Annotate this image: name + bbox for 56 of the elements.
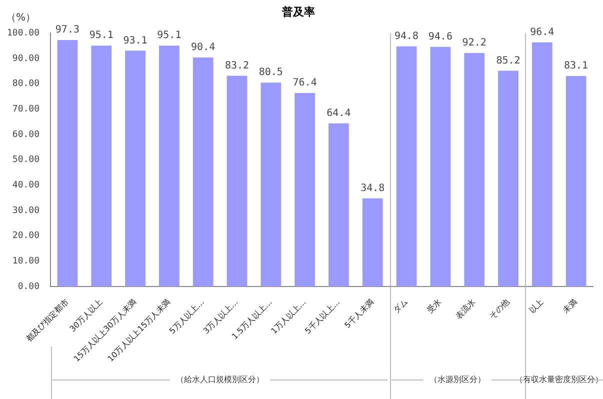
bar: [226, 76, 248, 287]
x-tick-label: 都及び指定都市: [24, 297, 70, 344]
y-tick-label: 20.00: [12, 231, 40, 242]
data-label: 97.3: [55, 24, 80, 36]
bar: [566, 76, 586, 287]
y-tick-label: 90.00: [12, 54, 40, 64]
bar: [464, 52, 484, 287]
text: （給水人口規模別区分）: [176, 375, 264, 384]
data-label: 34.8: [360, 182, 385, 194]
data-label: 96.4: [530, 26, 554, 38]
data-label: 83.1: [564, 60, 588, 72]
data-label: 85.2: [496, 55, 520, 66]
x-tick-label: その他: [488, 297, 512, 321]
data-label: 83.2: [224, 60, 250, 72]
y-tick-label: 10.00: [12, 256, 40, 267]
data-label: 92.2: [462, 38, 486, 49]
data-label: 95.1: [89, 30, 114, 42]
bar: [260, 82, 282, 287]
y-tick-label: 100.00: [6, 28, 40, 39]
y-tick-label: 60.00: [12, 130, 40, 140]
x-tick-label: 表流水: [454, 297, 478, 321]
bar: [159, 46, 180, 287]
x-tick-label: 以上: [527, 297, 546, 316]
y-tick-label: 40.00: [12, 180, 40, 191]
bar: [362, 198, 383, 287]
y-tick-label: 70.00: [12, 104, 40, 115]
bar: [396, 46, 417, 287]
data-label: 94.8: [394, 30, 419, 42]
bar: [125, 50, 146, 287]
y-axis-title: （%）: [6, 12, 36, 24]
bar: [192, 58, 214, 287]
x-tick-label: 未満: [561, 297, 579, 316]
data-label: 76.4: [292, 78, 317, 89]
x-tick-label: 5千人未満: [342, 297, 376, 330]
data-label: 94.6: [428, 31, 452, 42]
bar: [532, 42, 552, 287]
text: （水源別区分）: [429, 375, 486, 384]
bar: [91, 46, 112, 287]
y-tick-label: 50.00: [12, 155, 40, 166]
data-label: 90.4: [191, 42, 216, 54]
y-tick-label: 0.00: [18, 282, 40, 292]
x-tick-label: 受水: [426, 297, 444, 316]
data-label: 95.1: [157, 30, 182, 42]
bar: [57, 40, 78, 287]
bar: [498, 70, 518, 287]
bar: [294, 92, 315, 287]
bar: [328, 123, 349, 287]
data-label: 80.5: [258, 67, 283, 78]
chart-title: 普及率: [281, 5, 315, 18]
bar: [430, 46, 451, 287]
y-tick-label: 30.00: [12, 206, 40, 216]
y-tick-label: 80.00: [12, 79, 40, 90]
x-tick-label: 5千人以上…: [303, 297, 342, 336]
x-tick-label: ダム: [392, 297, 410, 316]
data-label: 64.4: [326, 108, 351, 119]
data-label: 93.1: [123, 35, 148, 46]
